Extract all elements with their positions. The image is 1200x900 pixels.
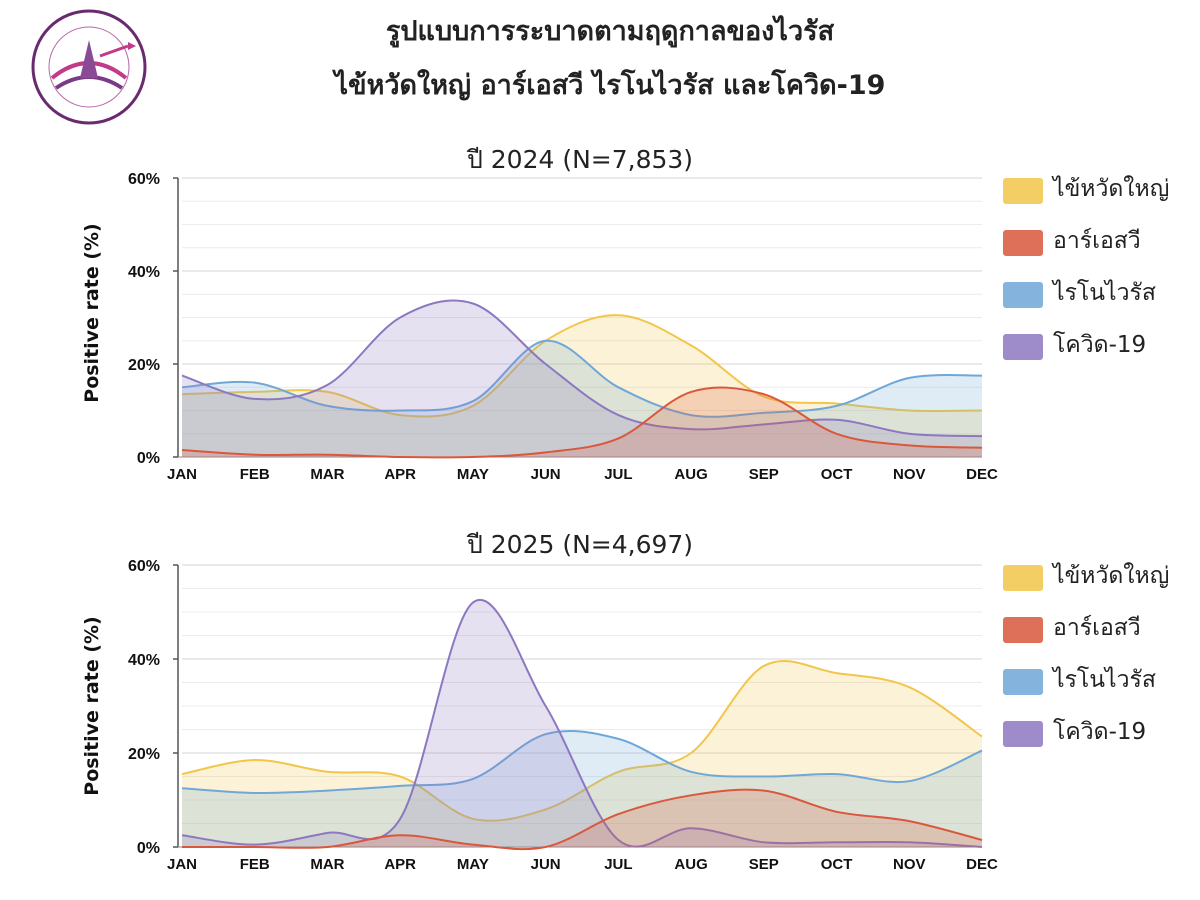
main-title-line2: ไข้หวัดใหญ่ อาร์เอสวี ไรโนไวรัส และโควิด… bbox=[334, 70, 886, 101]
legend-label: ไรโนไวรัส bbox=[1053, 667, 1156, 693]
legend-label: ไข้หวัดใหญ่ bbox=[1053, 176, 1170, 202]
legend-swatch bbox=[1003, 617, 1043, 643]
series-area-rhino bbox=[182, 340, 982, 457]
chart-title-2024: ปี 2024 (N=7,853) bbox=[466, 145, 694, 174]
x-tick-label: JUL bbox=[604, 466, 632, 483]
x-tick-label: JUN bbox=[531, 466, 561, 483]
x-tick-label: NOV bbox=[893, 856, 926, 873]
x-tick-label: SEP bbox=[749, 856, 779, 873]
legend-swatch bbox=[1003, 334, 1043, 360]
x-tick-label: NOV bbox=[893, 466, 926, 483]
legend-item-rhino: ไรโนไวรัส bbox=[1003, 656, 1198, 708]
legend-label: อาร์เอสวี bbox=[1053, 615, 1141, 641]
legend-item-rsv: อาร์เอสวี bbox=[1003, 217, 1198, 269]
series-line-covid bbox=[181, 299, 983, 438]
legend-label: อาร์เอสวี bbox=[1053, 228, 1141, 254]
series-area-flu bbox=[182, 315, 982, 457]
x-tick-label: SEP bbox=[749, 466, 779, 483]
x-tick-label: AUG bbox=[674, 466, 707, 483]
legend-swatch bbox=[1003, 721, 1043, 747]
legend-item-rsv: อาร์เอสวี bbox=[1003, 604, 1198, 656]
y-tick-label: 20% bbox=[128, 357, 160, 374]
legend-swatch bbox=[1003, 230, 1043, 256]
y-tick-label: 60% bbox=[128, 171, 160, 188]
series-line-rsv bbox=[181, 386, 983, 459]
x-tick-label: APR bbox=[384, 856, 416, 873]
series-area-covid bbox=[182, 300, 982, 457]
legend-item-rhino: ไรโนไวรัส bbox=[1003, 269, 1198, 321]
series-area-rsv bbox=[182, 387, 982, 458]
series-line-flu bbox=[181, 660, 983, 822]
y-tick-label: 0% bbox=[137, 450, 160, 467]
x-tick-label: MAY bbox=[457, 466, 489, 483]
series-area-rhino bbox=[182, 731, 982, 847]
institution-logo bbox=[31, 9, 147, 125]
legend-label: ไข้หวัดใหญ่ bbox=[1053, 563, 1170, 589]
x-tick-label: JUN bbox=[531, 856, 561, 873]
series-line-rsv bbox=[182, 788, 983, 851]
x-tick-label: MAY bbox=[457, 856, 489, 873]
x-tick-label: MAR bbox=[310, 466, 344, 483]
x-tick-label: OCT bbox=[821, 856, 853, 873]
main-title-line1: รูปแบบการระบาดตามฤดูกาลของไวรัส bbox=[385, 16, 835, 47]
x-tick-label: FEB bbox=[240, 466, 270, 483]
x-tick-label: JAN bbox=[167, 856, 197, 873]
legend-2024: ไข้หวัดใหญ่อาร์เอสวีไรโนไวรัสโควิด-19 bbox=[1003, 165, 1198, 373]
y-tick-label: 20% bbox=[128, 746, 160, 763]
series-area-rsv bbox=[182, 789, 982, 850]
legend-swatch bbox=[1003, 669, 1043, 695]
legend-label: โควิด-19 bbox=[1053, 332, 1147, 358]
legend-label: ไรโนไวรัส bbox=[1053, 280, 1156, 306]
y-tick-label: 60% bbox=[128, 558, 160, 575]
legend-swatch bbox=[1003, 178, 1043, 204]
chart-title-2025: ปี 2025 (N=4,697) bbox=[466, 530, 694, 559]
x-tick-label: JUL bbox=[604, 856, 632, 873]
x-tick-label: FEB bbox=[240, 856, 270, 873]
legend-label: โควิด-19 bbox=[1053, 719, 1147, 745]
legend-item-covid: โควิด-19 bbox=[1003, 321, 1198, 373]
x-tick-label: OCT bbox=[821, 466, 853, 483]
series-line-covid bbox=[181, 599, 983, 848]
y-tick-label: 40% bbox=[128, 652, 160, 669]
legend-item-covid: โควิด-19 bbox=[1003, 708, 1198, 760]
legend-swatch bbox=[1003, 282, 1043, 308]
y-tick-label: 40% bbox=[128, 264, 160, 281]
x-tick-label: DEC bbox=[966, 466, 998, 483]
x-tick-label: AUG bbox=[674, 856, 707, 873]
series-line-rhino bbox=[181, 339, 983, 418]
y-tick-label: 0% bbox=[137, 840, 160, 857]
x-tick-label: MAR bbox=[310, 856, 344, 873]
legend-item-flu: ไข้หวัดใหญ่ bbox=[1003, 165, 1198, 217]
series-area-flu bbox=[182, 660, 982, 847]
series-line-rhino bbox=[181, 730, 983, 795]
legend-swatch bbox=[1003, 565, 1043, 591]
series-line-flu bbox=[181, 314, 983, 418]
x-tick-label: DEC bbox=[966, 856, 998, 873]
x-tick-label: JAN bbox=[167, 466, 197, 483]
legend-item-flu: ไข้หวัดใหญ่ bbox=[1003, 552, 1198, 604]
legend-2025: ไข้หวัดใหญ่อาร์เอสวีไรโนไวรัสโควิด-19 bbox=[1003, 552, 1198, 760]
series-area-covid bbox=[182, 599, 982, 847]
x-tick-label: APR bbox=[384, 466, 416, 483]
